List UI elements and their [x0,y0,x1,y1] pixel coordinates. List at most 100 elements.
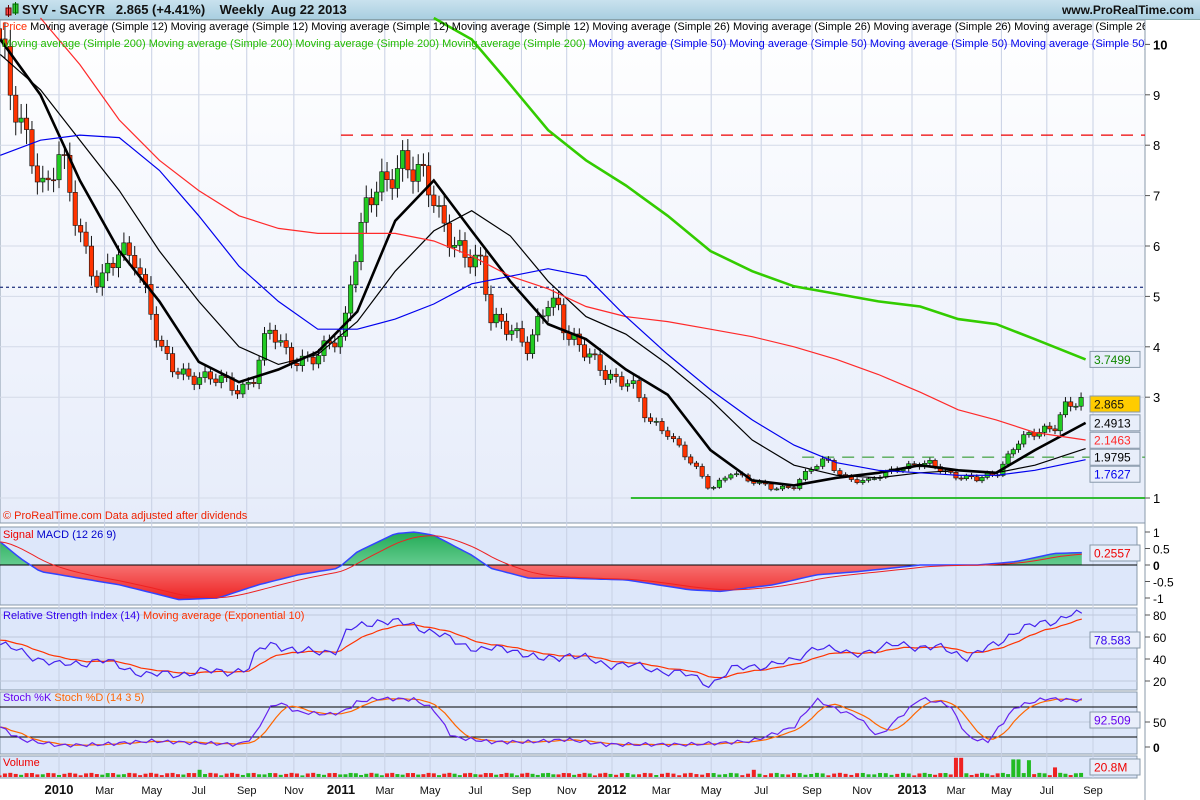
volume-bar [224,773,229,777]
legend-item[interactable]: Moving average (Simple 200) [2,38,146,50]
volume-bar [462,773,467,777]
volume-bar [230,772,235,777]
stoch-k-label: Stoch %K [3,692,52,704]
candle [958,477,964,480]
candle [493,313,499,324]
volume-bar [1079,772,1084,777]
candle [105,262,111,274]
legend-item[interactable]: Moving average (Simple 200) [295,38,440,50]
candle [561,304,567,334]
candle [353,261,359,286]
volume-bar [488,773,493,777]
legend-item[interactable]: Moving average (Simple 12) [451,21,590,33]
volume-bar [587,773,592,777]
volume-bar [803,774,808,777]
volume-bar [311,772,316,777]
volume-bar [405,773,410,777]
site-link[interactable]: www.ProRealTime.com [1061,3,1194,17]
volume-bar [786,774,791,777]
candle [699,466,705,477]
stoch-tick-label: 50 [1153,716,1167,730]
volume-bar [1032,774,1037,777]
x-tick-label: May [141,785,162,797]
candle [115,254,121,269]
candle [545,306,551,317]
macd-signal-line [0,535,1082,599]
legend-item[interactable]: Moving average (Simple 200) [148,38,293,50]
x-tick-label: Jul [192,785,206,797]
x-tick-label: Sep [512,785,532,797]
chart-header: SYV - SACYR 2.865 (+4.41%) Weekly Aug 22… [0,0,1200,20]
volume-bar [694,774,699,777]
legend-item[interactable]: Moving average (Simple 50) [588,38,727,50]
volume-bar [1000,772,1005,777]
candle [509,330,515,335]
x-tick-label: Nov [557,785,577,797]
candle [550,297,556,308]
legend-item[interactable]: Price [2,21,28,33]
stoch-pane [0,691,1138,755]
legend-item[interactable]: Moving average (Simple 12) [170,21,309,33]
volume-bar [1006,774,1011,777]
volume-bar [89,772,94,777]
volume-bar [682,773,687,777]
candle [24,117,30,130]
volume-bar [273,773,278,777]
legend-item[interactable]: Moving average (Simple 200) [442,38,586,50]
legend-item[interactable]: Moving average (Simple 26) [732,21,871,33]
volume-bar [561,772,566,777]
x-tick-label: May [991,785,1012,797]
candle [72,192,78,226]
candle [18,117,24,123]
volume-bar [327,773,332,777]
candle [446,222,452,248]
legend-item[interactable]: Moving average (Simple 26) [1014,21,1145,33]
candle [1042,425,1048,433]
volume-bar [278,774,283,777]
legend-item[interactable]: Moving average (Simple 12) [311,21,449,33]
legend-item[interactable]: Moving average (Simple 50) [1010,38,1145,50]
volume-bar [525,772,530,777]
volume-bar [8,772,13,777]
legend-item[interactable]: Moving average (Simple 26) [873,21,1012,33]
volume-bar [974,773,979,777]
volume-bar [717,774,722,777]
volume-bar [457,775,462,777]
candle [310,356,316,365]
volume-bar [116,774,121,777]
volume-bar [186,773,191,777]
volume-bar [780,774,785,777]
candle [283,340,289,348]
x-tick-label: Mar [652,785,671,797]
candle [734,473,740,476]
volume-bar [143,773,148,777]
legend-item[interactable]: Moving average (Simple 50) [869,38,1008,50]
candle [592,353,598,356]
candle [514,328,520,332]
macd-last-value-box [1089,544,1141,562]
candle [457,240,463,246]
macd-tick-label: -1 [1153,592,1164,606]
candle [348,284,354,314]
stoch-last-value: 92.509 [1094,714,1131,728]
volume-bar [121,774,126,777]
candle [1047,425,1053,430]
volume-bar [426,772,431,777]
candle [45,177,51,181]
candle [337,336,343,348]
candle [785,485,791,488]
volume-bar [572,774,577,777]
candle [682,444,688,458]
legend-item[interactable]: Moving average (Simple 12) [30,21,168,33]
legend-item[interactable]: Moving average (Simple 26) [592,21,730,33]
volume-last-value: 20.8M [1094,761,1127,775]
candle [420,164,426,166]
legend-item[interactable]: Moving average (Simple 50) [729,38,867,50]
moving-average-line [0,38,1087,487]
volume-bar [530,773,535,777]
volume-bar [740,775,745,777]
candle [866,478,872,481]
candle [1073,405,1079,408]
y-tick-label: 4 [1153,340,1160,355]
